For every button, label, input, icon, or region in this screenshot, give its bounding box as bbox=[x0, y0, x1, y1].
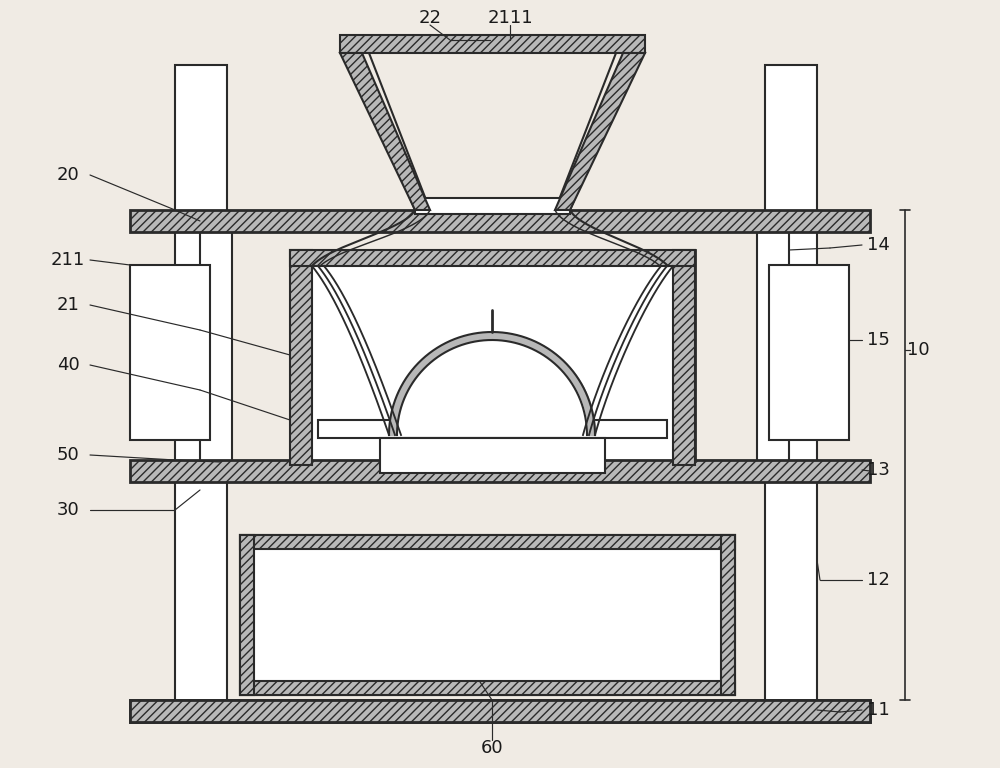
Bar bbox=[130, 700, 870, 722]
Bar bbox=[240, 535, 735, 549]
Bar bbox=[200, 232, 232, 462]
Bar bbox=[340, 35, 645, 53]
Bar bbox=[673, 250, 695, 465]
Text: 60: 60 bbox=[481, 739, 503, 757]
Bar bbox=[240, 681, 735, 695]
Bar bbox=[130, 460, 870, 482]
Bar bbox=[130, 210, 870, 232]
Text: 11: 11 bbox=[867, 701, 889, 719]
Bar bbox=[240, 535, 735, 695]
Text: 211: 211 bbox=[51, 251, 85, 269]
Bar bbox=[290, 250, 312, 465]
Text: 12: 12 bbox=[867, 571, 889, 589]
Bar bbox=[130, 700, 870, 722]
Bar bbox=[757, 232, 789, 462]
Text: 22: 22 bbox=[418, 9, 442, 27]
Bar bbox=[721, 535, 735, 695]
Bar bbox=[415, 198, 570, 214]
Polygon shape bbox=[340, 53, 430, 210]
Text: 15: 15 bbox=[867, 331, 889, 349]
Bar bbox=[175, 65, 227, 705]
Text: 40: 40 bbox=[57, 356, 79, 374]
Text: 21: 21 bbox=[57, 296, 79, 314]
Bar bbox=[290, 250, 695, 266]
Bar bbox=[240, 535, 254, 695]
Bar bbox=[130, 265, 210, 440]
Bar bbox=[765, 65, 817, 705]
Bar bbox=[769, 265, 849, 440]
Bar bbox=[380, 438, 605, 473]
Text: 14: 14 bbox=[867, 236, 889, 254]
Text: 2111: 2111 bbox=[487, 9, 533, 27]
Polygon shape bbox=[555, 53, 645, 210]
Text: 30: 30 bbox=[57, 501, 79, 519]
Text: 20: 20 bbox=[57, 166, 79, 184]
Bar bbox=[290, 250, 695, 465]
Text: 10: 10 bbox=[907, 341, 929, 359]
Bar bbox=[318, 420, 667, 438]
Text: 13: 13 bbox=[867, 461, 889, 479]
Text: 50: 50 bbox=[57, 446, 79, 464]
